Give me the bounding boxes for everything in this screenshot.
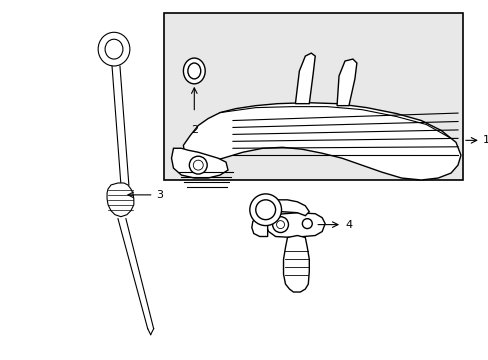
Text: 2: 2	[190, 126, 198, 135]
Circle shape	[272, 217, 288, 233]
Circle shape	[193, 160, 203, 170]
Polygon shape	[183, 103, 460, 180]
Text: 3: 3	[156, 190, 163, 200]
Polygon shape	[253, 200, 309, 218]
Bar	[163, 13, 462, 180]
Text: 1: 1	[482, 135, 488, 145]
Polygon shape	[251, 218, 267, 237]
Polygon shape	[283, 235, 309, 292]
Circle shape	[255, 200, 275, 220]
Polygon shape	[295, 53, 315, 104]
Ellipse shape	[183, 58, 205, 84]
Ellipse shape	[105, 39, 122, 59]
Polygon shape	[171, 148, 227, 178]
Text: 4: 4	[344, 220, 351, 230]
Polygon shape	[336, 59, 356, 105]
Circle shape	[302, 219, 312, 229]
Polygon shape	[265, 213, 325, 238]
Circle shape	[276, 221, 284, 229]
Ellipse shape	[187, 63, 201, 79]
Circle shape	[189, 156, 207, 174]
Ellipse shape	[98, 32, 130, 66]
Polygon shape	[107, 183, 134, 217]
Circle shape	[249, 194, 281, 226]
